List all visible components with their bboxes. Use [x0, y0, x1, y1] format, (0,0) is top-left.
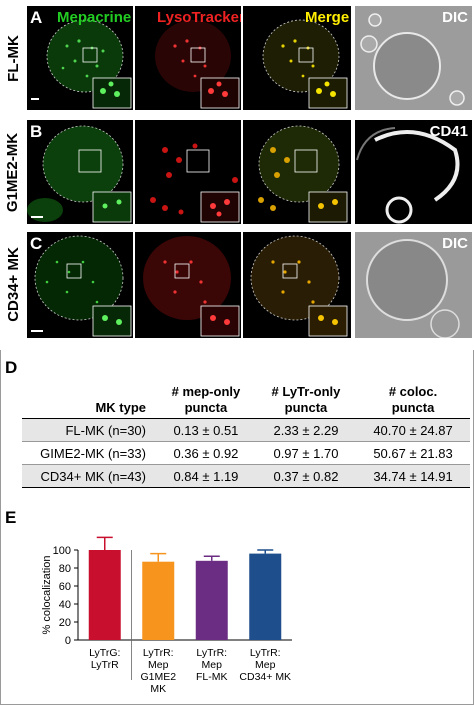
panel-a-mepacrine: A Mepacrine: [27, 6, 133, 110]
channel-label-dic: DIC: [442, 9, 468, 26]
panel-b-merge: [243, 120, 351, 224]
cell-image-red: [150, 143, 240, 223]
col-header-lytr-only: # LyTr-only puncta: [271, 384, 341, 415]
table-row: FL-MK (n=30) 0.13 ± 0.51 2.33 ± 2.29 40.70 …: [22, 418, 470, 442]
panel-a-lysotracker: LysoTracker: [135, 6, 241, 110]
panel-letter-a: A: [30, 8, 43, 27]
col-header-coloc: # coloc. puncta: [388, 384, 438, 415]
cell-image-green: [27, 125, 132, 223]
dic-image: [366, 239, 460, 338]
channel-label-cd41: CD41: [429, 123, 468, 140]
colocalization-table: MK type # mep-only puncta # LyTr-only pu…: [22, 382, 470, 488]
panel-c-lysotracker: [135, 232, 241, 338]
panel-b-mepacrine: B: [27, 120, 133, 224]
cd41-image: [356, 127, 460, 224]
row-label-a: FL-MK: [4, 34, 22, 82]
col-header-mep-only: # mep-only puncta: [171, 384, 241, 415]
cell-image-green: [31, 235, 132, 337]
channel-label-dic: DIC: [442, 235, 468, 252]
panel-c-merge: [243, 232, 351, 338]
panel-b-lysotracker: [135, 120, 241, 224]
dic-image: [360, 13, 465, 106]
col-header-mk-type: MK type: [95, 400, 146, 415]
row-label-b: G1ME2-MK: [4, 132, 22, 212]
panel-letter-b: B: [30, 122, 43, 141]
cell-image-merge: [258, 125, 348, 223]
channel-label-lysotracker: LysoTracker: [157, 9, 241, 26]
panel-b-cd41: CD41: [355, 120, 472, 224]
channel-label-merge: Merge: [305, 9, 350, 26]
cell-image-red: [155, 20, 240, 109]
cell-image-merge: [250, 235, 348, 337]
panel-letter-d: D: [5, 358, 18, 377]
row-label-c: CD34+ MK: [4, 246, 22, 322]
panel-a-merge: Merge: [243, 6, 351, 110]
panel-a-dic: DIC: [355, 6, 472, 110]
panel-c-mepacrine: C: [27, 232, 133, 338]
table-row: CD34+ MK (n=43) 0.84 ± 1.19 0.37 ± 0.82 34.…: [22, 464, 470, 488]
cell-image-green: [31, 19, 132, 109]
panel-letter-c: C: [30, 234, 43, 253]
table-row: GIME2-MK (n=33) 0.36 ± 0.92 0.97 ± 1.70 50.…: [22, 442, 470, 465]
cell-image-red: [143, 236, 240, 337]
microscopy-grid: FL-MK A Mepacrine LysoTracker: [0, 0, 474, 350]
panel-letter-e: E: [5, 508, 17, 527]
cell-image-merge: [262, 19, 348, 109]
panel-c-dic: DIC: [355, 232, 472, 338]
channel-label-mepacrine: Mepacrine: [57, 9, 132, 26]
